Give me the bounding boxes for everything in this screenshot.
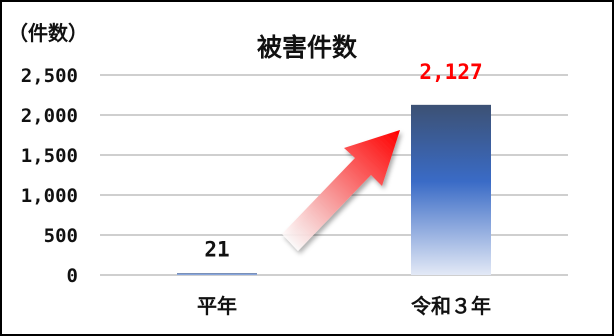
y-tick-label: 1,500: [21, 145, 78, 167]
increase-arrow-icon: [282, 130, 400, 251]
y-tick-label: 500: [44, 225, 78, 247]
x-category-label: 令和３年: [411, 294, 491, 318]
data-label: 21: [204, 237, 229, 261]
bar: [177, 273, 257, 275]
data-labels: 21 2,127: [204, 60, 482, 261]
y-axis-unit-label: （件数）: [8, 21, 88, 45]
bars: [177, 104, 491, 275]
y-tick-label: 2,000: [21, 105, 78, 127]
chart-title: 被害件数: [257, 33, 358, 62]
bar: [411, 104, 491, 275]
y-axis-ticks: 0 500 1,000 1,500 2,000 2,500: [21, 65, 78, 287]
x-category-label: 平年: [197, 294, 237, 318]
x-axis-categories: 平年 令和３年: [197, 294, 491, 318]
gridlines: [100, 74, 568, 276]
data-label: 2,127: [419, 60, 482, 84]
y-tick-label: 2,500: [21, 65, 78, 87]
y-tick-label: 0: [67, 265, 78, 287]
y-tick-label: 1,000: [21, 185, 78, 207]
